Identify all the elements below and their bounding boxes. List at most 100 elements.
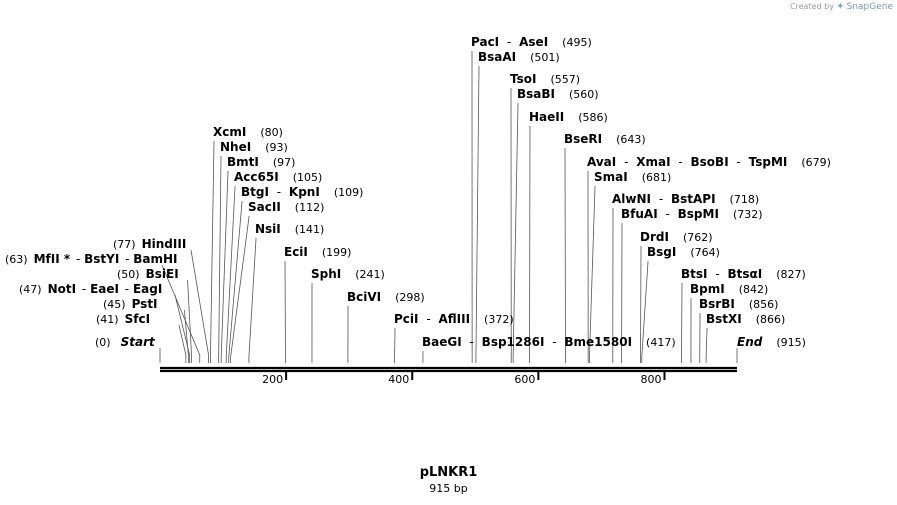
restriction-site[interactable]: (77) HindIII xyxy=(113,237,186,251)
restriction-site[interactable]: PacI - AseI (495) xyxy=(471,35,592,49)
enzyme-name: SacII xyxy=(248,200,281,214)
end-position: (915) xyxy=(776,336,806,349)
restriction-site[interactable]: BfuAI - BspMI (732) xyxy=(621,207,763,221)
site-position: (557) xyxy=(550,73,580,86)
restriction-site[interactable]: NsiI (141) xyxy=(255,222,324,236)
restriction-site[interactable]: BciVI (298) xyxy=(347,290,425,304)
restriction-site[interactable]: BsaAI (501) xyxy=(478,50,560,64)
restriction-site[interactable]: SphI (241) xyxy=(311,267,385,281)
enzyme-name: BciVI xyxy=(347,290,381,304)
restriction-site[interactable]: PciI - AflIII (372) xyxy=(394,312,514,326)
site-label: PciI - AflIII (372) xyxy=(394,312,514,326)
site-label: DrdI (762) xyxy=(640,230,713,244)
restriction-site[interactable]: TsoI (557) xyxy=(510,72,580,86)
site-position: (105) xyxy=(293,171,323,184)
site-leader-line xyxy=(190,249,209,363)
restriction-site[interactable]: BaeGI - Bsp1286I - Bme1580I (417) xyxy=(422,335,676,349)
restriction-site[interactable]: SacII (112) xyxy=(248,200,324,214)
site-label: NheI (93) xyxy=(220,140,288,154)
restriction-site[interactable]: BpmI (842) xyxy=(690,282,768,296)
site-label: (41) SfcI xyxy=(96,312,150,326)
restriction-site[interactable]: BstXI (866) xyxy=(706,312,785,326)
site-label: BtsI - BtsαI (827) xyxy=(681,267,806,281)
site-position: (495) xyxy=(562,36,592,49)
restriction-site[interactable]: (47) NotI - EaeI - EagI xyxy=(19,282,162,296)
restriction-site[interactable]: (63) MfII * - BstYI - BamHI xyxy=(5,252,178,266)
restriction-site[interactable]: BsgI (764) xyxy=(647,245,720,259)
site-labels: (41) SfcI(45) PstI(47) NotI - EaeI - EagI(5… xyxy=(5,35,831,349)
restriction-map: (41) SfcI(45) PstI(47) NotI - EaeI - EagI(5… xyxy=(5,35,831,386)
enzyme-name: SfcI xyxy=(125,312,150,326)
enzyme-name: BstAPI xyxy=(671,192,716,206)
ruler: 200 400 600 800 xyxy=(262,371,666,386)
enzyme-name: NsiI xyxy=(255,222,281,236)
site-position: (718) xyxy=(730,193,760,206)
name-separator: - xyxy=(466,335,478,349)
site-position: (417) xyxy=(646,336,676,349)
restriction-site[interactable]: NheI (93) xyxy=(220,140,288,154)
site-position: (97) xyxy=(273,156,296,169)
name-separator: - xyxy=(548,335,560,349)
site-label: (45) PstI xyxy=(103,297,158,311)
enzyme-name: BmtI xyxy=(227,155,259,169)
restriction-site[interactable]: (41) SfcI xyxy=(96,312,150,326)
restriction-site[interactable]: EciI (199) xyxy=(284,245,351,259)
enzyme-name: Acc65I xyxy=(234,170,279,184)
site-label: BseRI (643) xyxy=(564,132,646,146)
restriction-site[interactable]: Acc65I (105) xyxy=(234,170,322,184)
name-separator: - xyxy=(273,185,285,199)
site-leaders xyxy=(159,51,738,363)
site-position: (732) xyxy=(733,208,763,221)
restriction-site[interactable]: BsaBI (560) xyxy=(517,87,599,101)
end-name: End xyxy=(737,335,763,349)
site-label: XcmI (80) xyxy=(213,125,283,139)
enzyme-name: SphI xyxy=(311,267,341,281)
site-label: BciVI (298) xyxy=(347,290,425,304)
name-separator: - xyxy=(712,267,724,281)
restriction-site[interactable]: BtsI - BtsαI (827) xyxy=(681,267,806,281)
site-position: (842) xyxy=(739,283,769,296)
enzyme-name: KpnI xyxy=(289,185,320,199)
site-label: (47) NotI - EaeI - EagI xyxy=(19,282,162,296)
credit-brand: SnapGene xyxy=(846,2,893,12)
enzyme-name: Bme1580I xyxy=(564,335,632,349)
restriction-site[interactable]: DrdI (762) xyxy=(640,230,713,244)
site-leader-line xyxy=(218,156,222,363)
enzyme-name: AseI xyxy=(519,35,548,49)
site-position: (560) xyxy=(569,88,599,101)
enzyme-name: BsaAI xyxy=(478,50,516,64)
enzyme-name: AvaI xyxy=(587,155,616,169)
enzyme-name: BsoBI xyxy=(691,155,729,169)
enzyme-name: BsiEI xyxy=(146,267,179,281)
restriction-site[interactable]: BtgI - KpnI (109) xyxy=(241,185,363,199)
end-label: End (915) xyxy=(737,335,806,349)
restriction-site[interactable]: XcmI (80) xyxy=(213,125,283,139)
site-label: (63) MfII * - BstYI - BamHI xyxy=(5,252,178,266)
start-name: Start xyxy=(121,335,156,349)
restriction-site[interactable]: HaeII (586) xyxy=(529,110,608,124)
restriction-site[interactable]: BseRI (643) xyxy=(564,132,646,146)
restriction-site[interactable]: AlwNI - BstAPI (718) xyxy=(612,192,759,206)
site-label: BsaAI (501) xyxy=(478,50,560,64)
restriction-site[interactable]: (45) PstI xyxy=(103,297,158,311)
plasmid-name: pLNKR1 xyxy=(419,465,478,480)
enzyme-name: EciI xyxy=(284,245,308,259)
enzyme-name: XcmI xyxy=(213,125,246,139)
enzyme-name: PciI xyxy=(394,312,419,326)
site-label: SacII (112) xyxy=(248,200,324,214)
site-position: (63) xyxy=(5,253,28,266)
enzyme-name: BtgI xyxy=(241,185,269,199)
site-label: BsrBI (856) xyxy=(699,297,778,311)
site-label: PacI - AseI (495) xyxy=(471,35,592,49)
restriction-site[interactable]: (50) BsiEI xyxy=(117,267,179,281)
site-position: (827) xyxy=(776,268,806,281)
site-label: (50) BsiEI xyxy=(117,267,179,281)
site-position: (141) xyxy=(295,223,325,236)
restriction-site[interactable]: BmtI (97) xyxy=(227,155,295,169)
restriction-site[interactable]: SmaI (681) xyxy=(594,170,671,184)
enzyme-name: AlwNI xyxy=(612,192,651,206)
restriction-site[interactable]: AvaI - XmaI - BsoBI - TspMI (679) xyxy=(587,155,831,169)
restriction-site[interactable]: BsrBI (856) xyxy=(699,297,778,311)
site-leader-line xyxy=(641,261,649,363)
site-position: (109) xyxy=(334,186,364,199)
